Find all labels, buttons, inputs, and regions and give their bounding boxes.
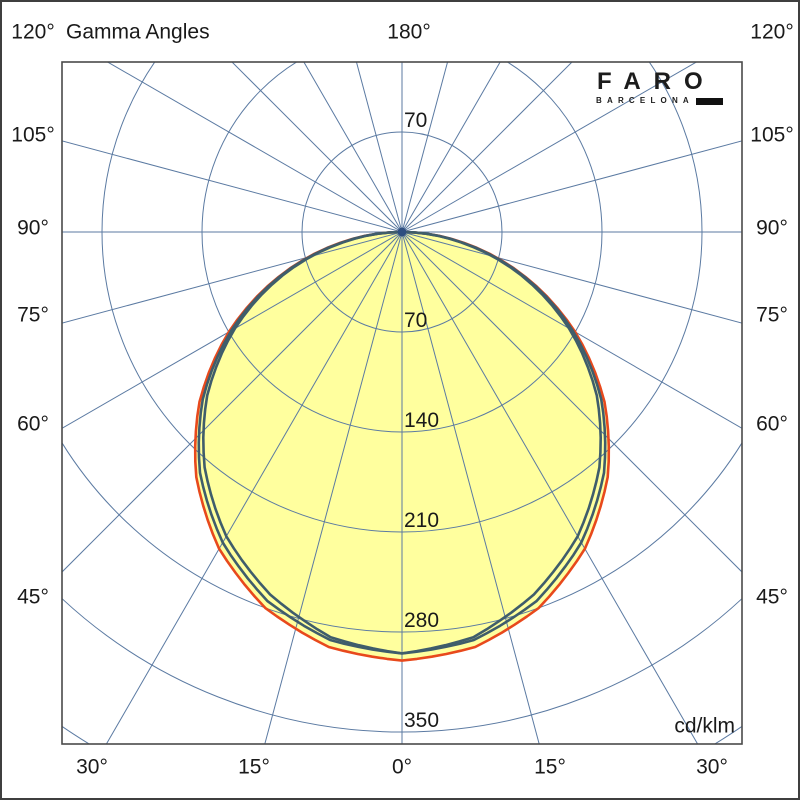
radial-label-140: 140: [404, 409, 440, 432]
chart-title: Gamma Angles: [66, 20, 210, 44]
gamma-ray-345: [264, 231, 403, 744]
gamma-label-right-120: 120°: [750, 20, 794, 44]
logo-wordmark: FARO: [597, 68, 716, 95]
gamma-ray-330: [105, 231, 403, 744]
gamma-ray-120: [401, 62, 698, 233]
gamma-ray-15: [401, 231, 540, 744]
gamma-ray-300: [62, 231, 403, 429]
dark-curve-b: [202, 230, 602, 655]
gamma-ray-60: [401, 231, 742, 429]
gamma-label-bottom-3: 15°: [534, 755, 566, 779]
gamma-ray-30: [401, 231, 699, 744]
gamma-ray-225: [231, 62, 403, 233]
gamma-ray-75: [401, 231, 742, 324]
gamma-label-right-75: 75°: [756, 303, 788, 327]
gamma-ray-165: [401, 62, 449, 233]
gamma-label-left-45: 45°: [17, 585, 49, 609]
gamma-ray-315: [62, 231, 403, 573]
gamma-ray-45: [401, 231, 742, 573]
gamma-label-right-90: 90°: [756, 216, 788, 240]
radial-label-280: 280: [404, 609, 440, 632]
logo-city: BARCELONA: [596, 96, 694, 105]
gamma-label-right-105: 105°: [750, 123, 794, 147]
gamma-label-right-45: 45°: [756, 585, 788, 609]
gamma-label-bottom-0: 30°: [76, 755, 108, 779]
gamma-label-left-120: 120°: [11, 20, 55, 44]
gamma-ray-210: [303, 62, 403, 233]
gamma-ray-195: [355, 62, 403, 233]
logo-subrow: BARCELONA: [596, 97, 723, 105]
radial-label-210: 210: [404, 509, 440, 532]
gamma-label-left-75: 75°: [17, 303, 49, 327]
gamma-ray-240: [106, 62, 403, 233]
gamma-ray-255: [62, 140, 403, 233]
gamma-label-left-90: 90°: [17, 216, 49, 240]
unit-label: cd/klm: [674, 714, 735, 738]
gamma-label-right-60: 60°: [756, 412, 788, 436]
gamma-label-top: 180°: [387, 20, 431, 44]
radial-label-up-70: 70: [404, 109, 428, 132]
gamma-label-left-60: 60°: [17, 412, 49, 436]
radial-label-350: 350: [404, 709, 440, 732]
gamma-label-bottom-1: 15°: [238, 755, 270, 779]
gamma-label-left-105: 105°: [11, 123, 55, 147]
gamma-ray-285: [62, 231, 403, 324]
gamma-ray-105: [401, 140, 742, 233]
radial-label-70: 70: [404, 309, 428, 332]
plot-border: [61, 61, 743, 745]
logo-underline: [695, 97, 723, 105]
gamma-label-bottom-4: 30°: [696, 755, 728, 779]
gamma-ray-135: [401, 62, 573, 233]
gamma-ray-150: [401, 62, 501, 233]
faro-logo: FARO BARCELONA: [596, 70, 726, 105]
gamma-label-bottom-2: 0°: [391, 755, 413, 779]
polar-center-dot: [397, 227, 407, 237]
outer-red-curve: [193, 230, 611, 662]
